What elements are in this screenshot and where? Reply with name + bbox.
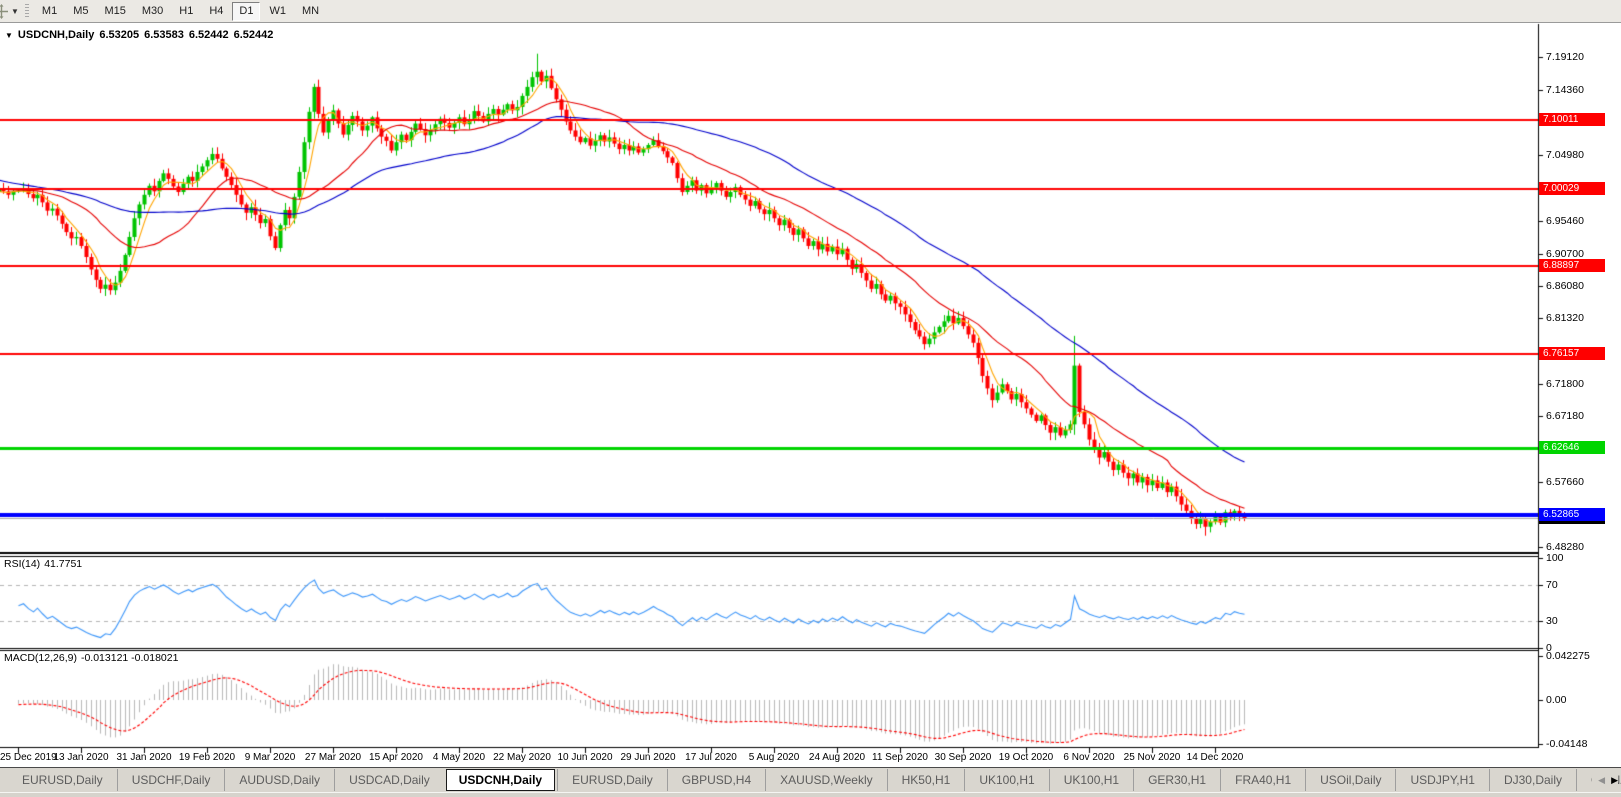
chart-title: ▼ USDCNH,Daily 6.53205 6.53583 6.52442 6… — [5, 29, 273, 41]
timeframe-m5-button[interactable]: M5 — [66, 2, 95, 21]
timeframe-d1-button[interactable]: D1 — [232, 1, 261, 21]
macd-name: MACD(12,26,9) — [4, 652, 77, 664]
chart-tab-bar: EURUSD,Daily USDCHF,Daily AUDUSD,Daily USDC… — [0, 767, 1621, 792]
tab-fra40-h1[interactable]: FRA40,H1 — [1220, 769, 1305, 791]
timeframe-m30-button[interactable]: M30 — [135, 2, 170, 21]
crosshair-cursor-icon[interactable] — [0, 3, 9, 19]
tab-hk50-h1[interactable]: HK50,H1 — [886, 769, 965, 791]
timeframe-h1-button[interactable]: H1 — [172, 2, 200, 21]
timeframe-m1-button[interactable]: M1 — [35, 2, 64, 21]
rsi-indicator-label: RSI(14) 41.7751 — [4, 558, 86, 570]
cursor-dropdown-caret-icon[interactable]: ▼ — [11, 6, 19, 16]
toolbar-grip[interactable] — [24, 4, 29, 18]
chart-low-value: 6.52442 — [188, 29, 229, 41]
tab-usdcad-daily[interactable]: USDCAD,Daily — [334, 769, 444, 791]
timeframe-h4-button[interactable]: H4 — [202, 2, 230, 21]
tab-scroll-left-icon[interactable]: ◀ — [1598, 774, 1606, 785]
macd-indicator-label: MACD(12,26,9) -0.013121 -0.018021 — [4, 652, 182, 664]
chart-close-value: 6.52442 — [233, 29, 274, 41]
collapse-triangle-icon[interactable]: ▼ — [5, 30, 13, 40]
tab-eurusd-daily[interactable]: EURUSD,Daily — [557, 769, 667, 791]
tab-scroll-right-icon[interactable]: ▶ — [1611, 774, 1618, 785]
chart-area: ▼ USDCNH,Daily 6.53205 6.53583 6.52442 6… — [0, 23, 1621, 767]
tab-usdchf-daily[interactable]: USDCHF,Daily — [116, 769, 225, 791]
tab-uk100-h1[interactable]: UK100,H1 — [1048, 769, 1133, 791]
tab-eurusd-daily[interactable]: EURUSD,Daily — [22, 773, 103, 787]
tab-xauusd-weekly[interactable]: XAUUSD,Weekly — [765, 769, 886, 791]
chart-open-value: 6.53205 — [99, 29, 140, 41]
tab-gbpusd-h4[interactable]: GBPUSD,H4 — [666, 769, 765, 791]
tab-dj30-daily[interactable]: DJ30,Daily — [1488, 769, 1576, 791]
toolbar: ▼ M1 M5 M15 M30 H1 H4 D1 W1 MN — [0, 0, 1621, 23]
tab-audusd-daily[interactable]: AUDUSD,Daily — [224, 769, 334, 791]
rsi-name: RSI(14) — [4, 558, 41, 570]
rsi-value: 41.7751 — [44, 558, 83, 570]
timeframe-mn-button[interactable]: MN — [295, 2, 326, 21]
tab-usdjpy-h1[interactable]: USDJPY,H1 — [1395, 769, 1488, 791]
chart-symbol: USDCNH,Daily — [17, 29, 95, 41]
timeframe-w1-button[interactable]: W1 — [262, 2, 293, 21]
tab-usoil-daily[interactable]: USOil,Daily — [1305, 769, 1395, 791]
tab-ger30-h1[interactable]: GER30,H1 — [1133, 769, 1220, 791]
bottom-tabs: EURUSD,Daily USDCHF,Daily AUDUSD,Daily USDC… — [8, 768, 1621, 792]
status-bar — [0, 792, 1621, 797]
tab-usdcnh-daily[interactable]: USDCNH,Daily — [445, 769, 556, 791]
tab-uk100-h1[interactable]: UK100,H1 — [964, 769, 1048, 791]
tab-scroll-arrows: ◀ ▶ — [1592, 768, 1618, 792]
timeframe-m15-button[interactable]: M15 — [97, 2, 132, 21]
chart-canvas[interactable] — [0, 23, 1621, 767]
chart-high-value: 6.53583 — [144, 29, 184, 41]
macd-values: -0.013121 -0.018021 — [80, 652, 179, 664]
